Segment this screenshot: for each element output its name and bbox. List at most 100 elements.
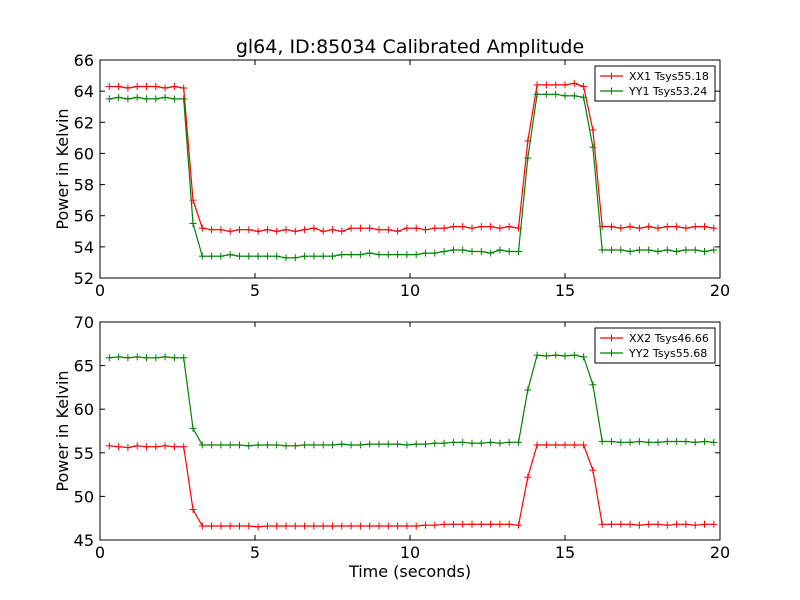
legend-box bbox=[594, 65, 716, 102]
data-point bbox=[515, 248, 522, 256]
data-point bbox=[217, 522, 225, 530]
data-point bbox=[635, 437, 643, 445]
data-point bbox=[487, 438, 495, 446]
legend-box bbox=[594, 327, 716, 364]
x-tick-label: 15 bbox=[555, 281, 575, 300]
data-point bbox=[394, 440, 402, 448]
data-point bbox=[422, 440, 429, 448]
data-point bbox=[347, 224, 355, 232]
y-tick-label: 65 bbox=[74, 357, 94, 376]
data-point bbox=[236, 441, 243, 449]
y-tick-label: 62 bbox=[74, 113, 94, 132]
data-point bbox=[449, 438, 457, 446]
data-point bbox=[524, 473, 532, 481]
data-point bbox=[468, 520, 476, 528]
data-point bbox=[384, 226, 392, 234]
data-point bbox=[198, 522, 206, 530]
data-point bbox=[608, 246, 615, 254]
data-point bbox=[189, 220, 197, 227]
data-point bbox=[273, 441, 281, 449]
data-point bbox=[347, 441, 355, 449]
data-point bbox=[561, 81, 569, 89]
data-point bbox=[626, 438, 634, 446]
data-point bbox=[580, 93, 588, 101]
data-point bbox=[412, 440, 420, 448]
data-point bbox=[626, 520, 634, 528]
data-point bbox=[477, 439, 485, 447]
data-point bbox=[710, 438, 718, 446]
data-point bbox=[654, 248, 662, 256]
data-point bbox=[710, 224, 718, 232]
data-point bbox=[180, 84, 188, 92]
x-tick-label: 15 bbox=[555, 543, 575, 562]
data-point bbox=[338, 440, 346, 448]
data-point bbox=[589, 126, 597, 134]
data-point bbox=[338, 522, 346, 530]
y-tick-label: 60 bbox=[74, 400, 94, 419]
data-point bbox=[384, 440, 392, 448]
data-point bbox=[691, 438, 699, 446]
data-point bbox=[542, 352, 550, 360]
legend: XX1 Tsys55.18 YY1 Tsys53.24 bbox=[594, 65, 716, 102]
data-point bbox=[598, 437, 606, 445]
data-point bbox=[673, 223, 681, 231]
data-point bbox=[487, 520, 495, 528]
data-point bbox=[245, 442, 253, 450]
bottom-plot: 0 5 10 15 20 45 50 55 60 65 70 Power in Kelvin Time … bbox=[53, 313, 730, 581]
data-point bbox=[143, 443, 150, 451]
data-point bbox=[617, 438, 625, 446]
data-point bbox=[338, 227, 346, 235]
data-point bbox=[208, 441, 216, 449]
data-point bbox=[115, 443, 123, 451]
series-1 bbox=[105, 90, 718, 262]
data-point bbox=[356, 522, 364, 530]
data-point bbox=[291, 522, 299, 530]
data-point bbox=[384, 522, 392, 530]
data-point bbox=[366, 224, 374, 232]
data-point bbox=[217, 252, 225, 260]
data-point bbox=[105, 82, 113, 90]
data-point bbox=[236, 522, 243, 530]
data-point bbox=[412, 251, 420, 259]
data-point bbox=[533, 90, 541, 98]
data-point bbox=[673, 520, 681, 528]
data-point bbox=[329, 441, 336, 449]
data-point bbox=[515, 438, 522, 446]
data-point bbox=[468, 224, 476, 232]
data-point bbox=[301, 441, 309, 449]
data-point bbox=[310, 441, 318, 449]
data-point bbox=[366, 522, 374, 530]
data-point bbox=[468, 248, 476, 256]
legend-label: YY1 Tsys53.24 bbox=[628, 85, 707, 98]
y-tick-label: 54 bbox=[74, 238, 94, 257]
data-point bbox=[180, 95, 188, 103]
data-point bbox=[552, 90, 560, 98]
y-tick-label: 50 bbox=[74, 487, 94, 506]
data-point bbox=[561, 352, 569, 360]
data-point bbox=[189, 424, 197, 432]
data-point bbox=[542, 441, 550, 449]
data-point bbox=[626, 223, 634, 231]
data-point bbox=[143, 95, 150, 103]
data-point bbox=[375, 226, 383, 234]
data-point bbox=[254, 523, 262, 531]
data-point bbox=[403, 441, 411, 449]
data-point bbox=[440, 224, 448, 232]
data-point bbox=[608, 520, 615, 528]
y-tick-label: 64 bbox=[74, 82, 94, 101]
data-point bbox=[589, 143, 597, 151]
data-point bbox=[254, 227, 262, 235]
data-point bbox=[319, 441, 327, 449]
data-point bbox=[301, 226, 309, 234]
series-0 bbox=[105, 441, 718, 531]
data-point bbox=[496, 246, 504, 254]
data-point bbox=[208, 522, 216, 530]
data-point bbox=[617, 520, 625, 528]
data-point bbox=[533, 81, 541, 89]
top-plot: 0 5 10 15 20 52 54 56 58 60 62 64 66 Power in Kelvin X… bbox=[53, 51, 730, 300]
data-point bbox=[663, 223, 671, 231]
data-point bbox=[403, 522, 411, 530]
data-point bbox=[319, 252, 327, 260]
data-point bbox=[645, 223, 653, 231]
data-point bbox=[310, 224, 318, 232]
